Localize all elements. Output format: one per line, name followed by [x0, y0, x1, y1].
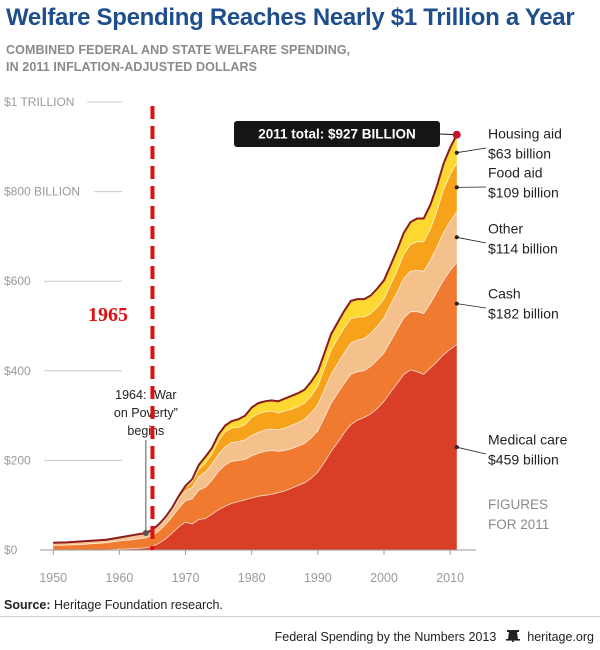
footer-site[interactable]: heritage.org — [527, 630, 594, 644]
x-tick-label: 1970 — [172, 571, 200, 585]
layer-boundary-line — [53, 211, 458, 544]
y-tick-label: $400 — [4, 364, 31, 378]
chart-subtitle-line-1: COMBINED FEDERAL AND STATE WELFARE SPEND… — [6, 43, 351, 57]
y-tick-label: $200 — [4, 453, 31, 467]
total-callout-text: 2011 total: $927 BILLION — [258, 127, 416, 142]
series-label-name: Other — [488, 220, 523, 236]
x-tick-label: 1960 — [105, 571, 133, 585]
y-tick-label: $1 TRILLION — [4, 95, 74, 109]
annotation-text-line: on Poverty” — [114, 406, 178, 420]
area-medical-care — [53, 344, 457, 550]
layer-boundary-line — [53, 344, 458, 551]
series-label-name: Housing aid — [488, 125, 562, 141]
footer-divider — [0, 616, 600, 617]
series-label-value: $63 billion — [488, 145, 551, 161]
source-note: Source: Heritage Foundation research. — [4, 598, 223, 612]
x-tick-label: 1950 — [39, 571, 67, 585]
annotation-text-line: 1964: “War — [115, 388, 176, 402]
x-tick-label: 1990 — [304, 571, 332, 585]
layer-boundary-line — [53, 262, 458, 546]
series-label-value: $114 billion — [488, 240, 558, 256]
total-outline-line — [53, 134, 458, 544]
total-callout-box — [234, 121, 440, 147]
series-label-leader — [456, 147, 487, 154]
series-label-value: $109 billion — [488, 184, 559, 200]
x-tick-label: 1980 — [238, 571, 266, 585]
source-label: Source: — [4, 598, 51, 612]
series-label-leader — [456, 446, 487, 455]
footer-credit: Federal Spending by the Numbers 2013 her… — [275, 630, 594, 644]
chart-subtitle-line-2: IN 2011 INFLATION-ADJUSTED DOLLARS — [6, 60, 258, 74]
series-label-value: $182 billion — [488, 305, 559, 321]
series-label-name: Food aid — [488, 164, 542, 180]
y-tick-label: $800 BILLION — [4, 185, 80, 199]
area-cash — [53, 262, 457, 550]
series-label-value: $459 billion — [488, 451, 559, 467]
annotation-text-line: begins — [127, 424, 164, 438]
series-label-name: Cash — [488, 285, 521, 301]
footer-series-text: Federal Spending by the Numbers 2013 — [274, 630, 497, 644]
total-endpoint-dot — [452, 130, 461, 139]
figures-note-line: FOR 2011 — [488, 517, 549, 532]
figures-note-line: FIGURES — [488, 497, 548, 512]
series-label-leader — [456, 303, 487, 309]
chart-title: Welfare Spending Reaches Nearly $1 Trill… — [6, 4, 575, 31]
source-text: Heritage Foundation research. — [54, 598, 223, 612]
annotation-marker-point — [142, 529, 149, 536]
series-label-leader — [456, 236, 487, 244]
series-label-name: Medical care — [488, 431, 568, 447]
stacked-area-chart: $0 $200 $400 $600 $800 BILLION $1 TRILLION 195… — [4, 95, 568, 585]
y-tick-label: $600 — [4, 274, 31, 288]
liberty-bell-icon — [505, 630, 520, 642]
y-tick-label: $0 — [4, 543, 18, 557]
marker-label-1965: 1965 — [88, 304, 128, 326]
x-tick-label: 2000 — [370, 571, 398, 585]
x-tick-label: 2010 — [436, 571, 464, 585]
